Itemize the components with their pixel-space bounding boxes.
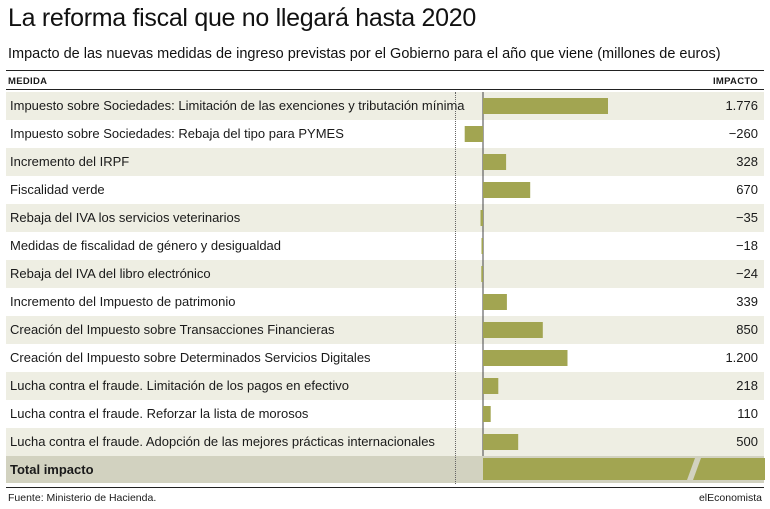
row-value: 1.200 bbox=[725, 350, 758, 365]
row-label: Impuesto sobre Sociedades: Rebaja del ti… bbox=[10, 126, 344, 141]
bar-4 bbox=[483, 182, 531, 198]
bar-7 bbox=[481, 266, 483, 282]
chart-subtitle: Impacto de las nuevas medidas de ingreso… bbox=[8, 46, 721, 62]
table-row: Incremento del Impuesto de patrimonio 339 bbox=[6, 288, 764, 316]
label-divider bbox=[455, 92, 456, 484]
row-value: −24 bbox=[735, 266, 758, 281]
row-label: Incremento del Impuesto de patrimonio bbox=[10, 294, 236, 309]
table-row: Rebaja del IVA los servicios veterinario… bbox=[6, 204, 764, 232]
bar-8 bbox=[483, 294, 507, 310]
total-bar-continuation bbox=[693, 458, 765, 480]
row-value: 110 bbox=[737, 406, 758, 421]
row-value: −260 bbox=[728, 126, 758, 141]
table-row: Rebaja del IVA del libro electrónico −24 bbox=[6, 260, 764, 288]
table-row: Lucha contra el fraude. Adopción de las … bbox=[6, 428, 764, 456]
table-row: Impuesto sobre Sociedades: Limitación de… bbox=[6, 92, 764, 120]
row-label: Medidas de fiscalidad de género y desigu… bbox=[10, 238, 282, 253]
header-top-rule bbox=[6, 70, 764, 71]
header-bottom-rule bbox=[6, 89, 764, 90]
row-value: 1.776 bbox=[725, 98, 758, 113]
row-value: −35 bbox=[735, 210, 758, 225]
row-value: 218 bbox=[736, 378, 758, 393]
row-value: 850 bbox=[736, 322, 758, 337]
bar-12 bbox=[483, 406, 491, 422]
table-row: Incremento del IRPF 328 bbox=[6, 148, 764, 176]
table-row: Lucha contra el fraude. Limitación de lo… bbox=[6, 372, 764, 400]
column-header-impacto: IMPACTO bbox=[712, 76, 758, 87]
row-label: Rebaja del IVA del libro electrónico bbox=[10, 266, 211, 281]
row-label: Lucha contra el fraude. Limitación de lo… bbox=[10, 378, 349, 393]
row-value: 670 bbox=[736, 182, 758, 197]
data-table: Impuesto sobre Sociedades: Limitación de… bbox=[6, 92, 764, 483]
table-row: Lucha contra el fraude. Reforzar la list… bbox=[6, 400, 764, 428]
row-label: Rebaja del IVA los servicios veterinario… bbox=[10, 210, 241, 225]
row-value: −18 bbox=[735, 238, 758, 253]
row-label: Creación del Impuesto sobre Determinados… bbox=[10, 350, 371, 365]
bar-13 bbox=[483, 434, 519, 450]
row-label: Incremento del IRPF bbox=[10, 154, 130, 169]
row-label: Impuesto sobre Sociedades: Limitación de… bbox=[10, 98, 465, 113]
bar-11 bbox=[483, 378, 499, 394]
row-label: Lucha contra el fraude. Adopción de las … bbox=[10, 434, 435, 449]
brand-logo: elEconomista bbox=[698, 492, 762, 504]
bar-5 bbox=[480, 210, 483, 226]
footer-rule bbox=[6, 487, 764, 488]
column-header-medida: MEDIDA bbox=[8, 76, 48, 87]
bar-9 bbox=[483, 322, 543, 338]
bar-3 bbox=[483, 154, 507, 170]
source-note: Fuente: Ministerio de Hacienda. bbox=[8, 492, 157, 504]
table-row: Fiscalidad verde 670 bbox=[6, 176, 764, 204]
row-label: Creación del Impuesto sobre Transaccione… bbox=[10, 322, 335, 337]
table-row: Impuesto sobre Sociedades: Rebaja del ti… bbox=[6, 120, 764, 148]
row-value: 339 bbox=[736, 294, 758, 309]
bar-1 bbox=[483, 98, 608, 114]
bar-6 bbox=[481, 238, 483, 254]
row-label: Lucha contra el fraude. Reforzar la list… bbox=[10, 406, 309, 421]
chart-title: La reforma fiscal que no llegará hasta 2… bbox=[8, 4, 476, 32]
bar-2 bbox=[464, 126, 483, 142]
table-row: Creación del Impuesto sobre Determinados… bbox=[6, 344, 764, 372]
total-bar bbox=[483, 458, 695, 480]
row-label: Fiscalidad verde bbox=[10, 182, 105, 197]
table-row: Creación del Impuesto sobre Transaccione… bbox=[6, 316, 764, 344]
row-value: 500 bbox=[736, 434, 758, 449]
row-value: 328 bbox=[736, 154, 758, 169]
bar-10 bbox=[483, 350, 568, 366]
total-label: Total impacto bbox=[10, 462, 94, 477]
table-row: Medidas de fiscalidad de género y desigu… bbox=[6, 232, 764, 260]
